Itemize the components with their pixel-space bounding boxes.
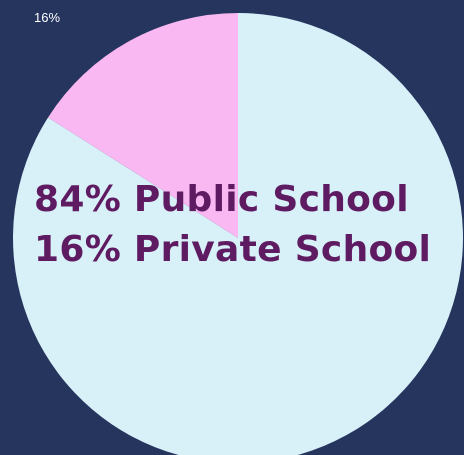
headline-private: 16% Private School <box>34 229 432 270</box>
pie-slice-private <box>48 13 238 238</box>
pie-slice-public <box>13 13 463 455</box>
public-slice-label: Public School <box>369 442 448 455</box>
private-slice-label: 16% <box>34 10 61 25</box>
chart-headline: 84% Public School 16% Private School <box>34 175 431 275</box>
headline-public: 84% Public School <box>34 179 409 220</box>
